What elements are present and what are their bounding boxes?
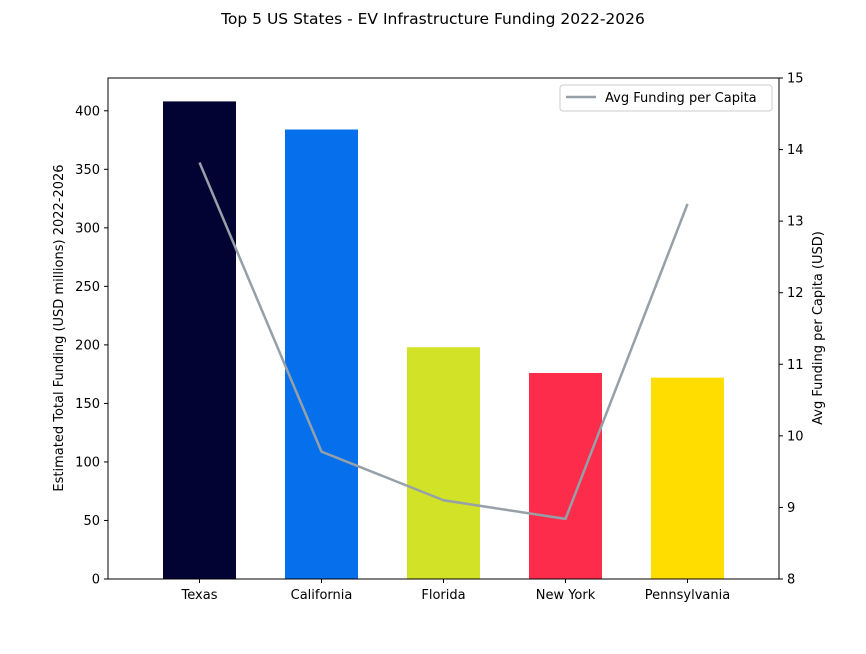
- y-axis-label: Estimated Total Funding (USD millions) 2…: [52, 164, 67, 491]
- y2-tick-label: 8: [787, 573, 795, 588]
- y-tick-label: 350: [75, 163, 100, 178]
- y2-tick-label: 15: [787, 72, 804, 87]
- x-tick-label: New York: [536, 588, 596, 603]
- bars-layer: [163, 101, 724, 579]
- y2-tick-label: 10: [787, 429, 804, 444]
- left-axis: 0 50 100 150 200 250 300 350 400: [75, 104, 108, 587]
- legend: Avg Funding per Capita: [560, 85, 772, 111]
- legend-label: Avg Funding per Capita: [605, 91, 757, 106]
- y-tick-label: 300: [75, 221, 100, 236]
- x-tick-label: California: [291, 588, 353, 603]
- chart-title: Top 5 US States - EV Infrastructure Fund…: [220, 10, 645, 28]
- x-axis: Texas California Florida New York Pennsylvan…: [181, 579, 731, 603]
- y2-axis-label: Avg Funding per Capita (USD): [811, 231, 826, 425]
- y2-tick-label: 13: [787, 215, 804, 230]
- y-tick-label: 150: [75, 397, 100, 412]
- y-tick-label: 400: [75, 104, 100, 119]
- y-tick-label: 100: [75, 455, 100, 470]
- y2-tick-label: 12: [787, 286, 804, 301]
- bar-pennsylvania: [651, 378, 724, 579]
- y-tick-label: 50: [83, 514, 100, 529]
- x-tick-label: Texas: [181, 588, 218, 603]
- x-tick-label: Pennsylvania: [645, 588, 730, 603]
- right-axis: 8 9 10 11 12 13 14 15: [779, 72, 804, 588]
- y-tick-label: 200: [75, 338, 100, 353]
- bar-new-york: [529, 373, 602, 579]
- y-tick-label: 250: [75, 280, 100, 295]
- y2-tick-label: 9: [787, 501, 795, 516]
- bar-california: [285, 130, 358, 579]
- y2-tick-label: 14: [787, 143, 804, 158]
- bar-texas: [163, 101, 236, 579]
- x-tick-label: Florida: [421, 588, 465, 603]
- y2-tick-label: 11: [787, 358, 804, 373]
- y-tick-label: 0: [92, 573, 100, 588]
- bar-florida: [407, 347, 480, 579]
